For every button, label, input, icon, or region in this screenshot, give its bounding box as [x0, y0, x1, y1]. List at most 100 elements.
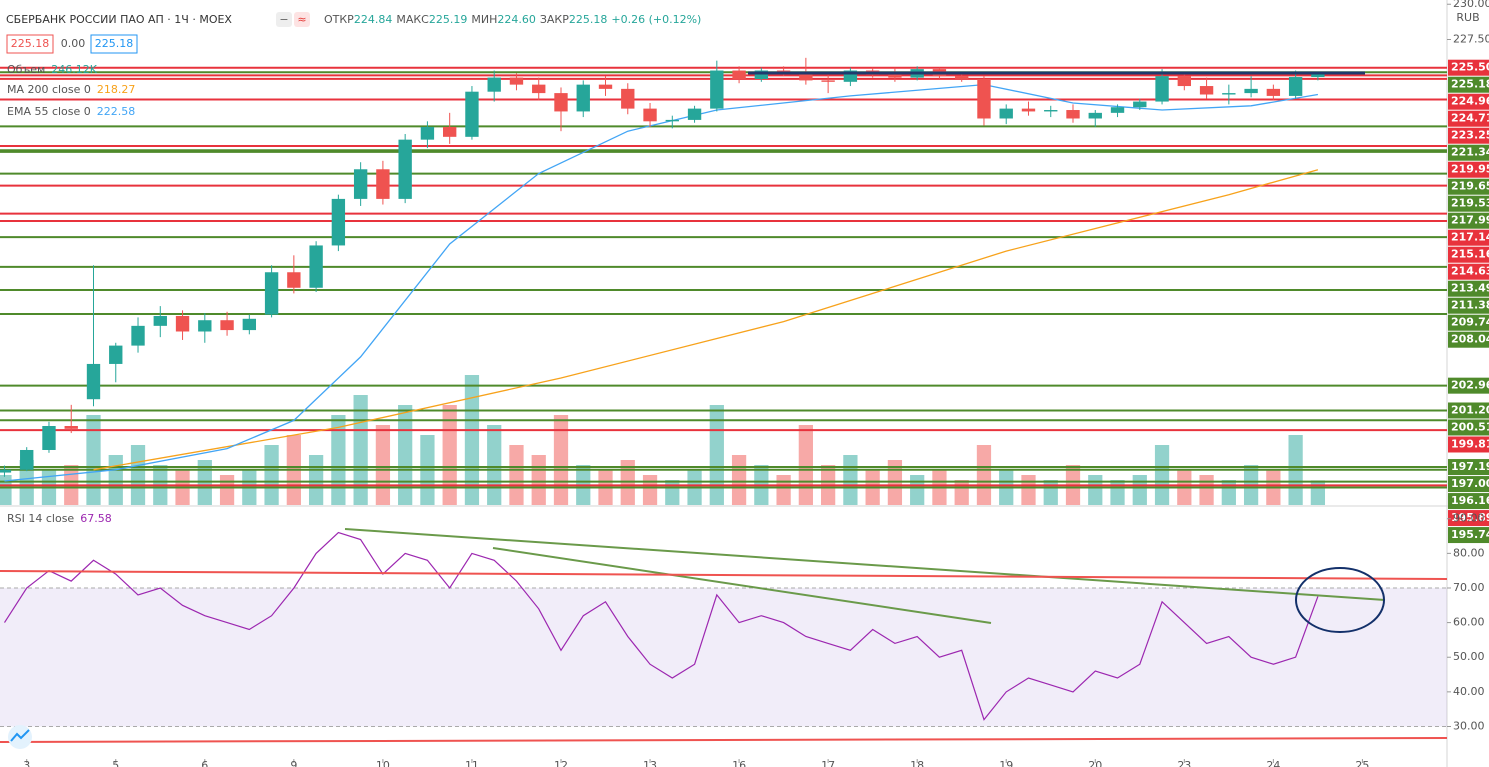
level-label: 219.95	[1451, 163, 1489, 176]
level-label-bg	[1448, 527, 1489, 544]
candle-body	[576, 84, 590, 112]
rsi-drawn-line	[0, 737, 1448, 743]
candle-body	[1044, 110, 1058, 112]
volume-bar	[731, 455, 747, 505]
x-tick-label: 13	[643, 759, 657, 767]
volume-bar	[1043, 480, 1058, 505]
volume-bar	[509, 445, 524, 505]
level-label: 211.38	[1451, 299, 1489, 312]
y-tick-label: 30.00	[1453, 719, 1485, 732]
legend-value: 246.12K	[51, 63, 97, 76]
candle-body	[799, 73, 813, 81]
volume-bar	[308, 455, 324, 505]
candle-body	[821, 80, 835, 82]
level-label-bg	[1448, 76, 1489, 93]
candle-body	[554, 93, 568, 112]
ohlc-value: 225.19	[429, 13, 468, 26]
volume-bar	[86, 415, 101, 505]
candle-body	[955, 76, 969, 79]
indicator-line	[93, 169, 1319, 471]
candle-body	[465, 91, 479, 137]
volume-bar	[1132, 475, 1147, 505]
volume-bar	[1154, 445, 1170, 505]
ohlc-value: 224.84	[354, 13, 393, 26]
volume-bar	[976, 445, 992, 505]
y-tick-label: 50.00	[1453, 650, 1485, 663]
level-label-bg	[1448, 178, 1489, 195]
level-label: 214.63	[1451, 265, 1489, 278]
candle-body	[888, 74, 902, 78]
volume-bar	[1088, 475, 1103, 505]
price-box[interactable]	[6, 34, 54, 54]
rsi-drawn-circle	[1295, 567, 1385, 633]
icon-button[interactable]	[276, 12, 292, 27]
level-label: 197.00	[1451, 477, 1489, 490]
ohlc-label: ОТКР	[324, 13, 354, 26]
legend-value: 67.58	[80, 512, 112, 525]
level-label-bg	[1448, 402, 1489, 419]
price-box-text: 225.18	[95, 37, 134, 50]
volume-bar	[776, 475, 791, 505]
candle-body	[1133, 101, 1147, 108]
candle-body	[1021, 108, 1036, 112]
level-label-bg	[1448, 263, 1489, 280]
candle-body	[621, 88, 635, 109]
level-label: 199.81	[1451, 437, 1489, 450]
candle-body	[754, 70, 769, 79]
candle-body	[220, 320, 234, 331]
icon: ≈	[297, 13, 306, 26]
level-label: 196.16	[1451, 494, 1489, 507]
candle-body	[398, 139, 412, 199]
level-label-bg	[1448, 377, 1489, 394]
level-label-bg	[1448, 212, 1489, 229]
x-tick-label: 6	[201, 759, 208, 767]
volume-bar	[553, 415, 569, 505]
rsi-band	[0, 587, 1447, 727]
candle-body	[175, 315, 190, 332]
level-label: 224.96	[1451, 95, 1489, 108]
volume-bar	[665, 480, 680, 505]
level-layer	[0, 66, 1447, 489]
volume-bar	[487, 425, 502, 505]
x-tick-label: 18	[910, 759, 924, 767]
header: СБЕРБАНК РОССИИ ПАО АП · 1Ч · MOEX − ≈ О…	[6, 11, 1480, 525]
axis-layer: 230.00 227.50 3 5 6 9 10 11 12 13 16 17 18 19 20 23 24 25…	[23, 0, 1489, 767]
candle-body	[331, 198, 346, 246]
candle-body	[843, 70, 858, 82]
volume-legend: Объем 246.12K	[7, 63, 98, 76]
level-label: 208.04	[1451, 333, 1489, 346]
level-label-bg	[1448, 419, 1489, 436]
level-label: 225.50	[1451, 61, 1489, 74]
volume-bar	[843, 455, 858, 505]
candle-body	[420, 126, 435, 140]
level-label: 219.65	[1451, 180, 1489, 193]
candle-body	[153, 315, 167, 326]
candle-body	[109, 345, 123, 364]
level-label-bg	[1448, 127, 1489, 144]
volume-bar	[375, 425, 391, 505]
price-box[interactable]	[90, 34, 138, 54]
candle-body	[376, 169, 390, 199]
candle-body	[42, 426, 56, 450]
volume-bar	[910, 475, 925, 505]
candle-body	[732, 70, 746, 79]
candle-body	[1155, 76, 1169, 102]
y-tick-label: 230.00	[1453, 0, 1489, 10]
volume-bar	[1310, 480, 1326, 505]
rsi-drawn-line	[0, 570, 1448, 580]
level-label-bg	[1448, 476, 1489, 493]
change: +0.26 (+0.12%)	[611, 13, 701, 26]
icon-button[interactable]	[294, 12, 310, 27]
volume-bar	[130, 445, 146, 505]
ema-legend: EMA 55 close 0 222.58	[7, 105, 135, 118]
x-tick-label: 20	[1088, 759, 1102, 767]
volume-bar	[1110, 480, 1125, 505]
level-label-bg	[1448, 436, 1489, 453]
x-tick-label: 24	[1266, 759, 1280, 767]
volume-bar	[1199, 475, 1214, 505]
candle-body	[1311, 72, 1325, 78]
candle-body	[1110, 107, 1125, 113]
level-label-bg	[1448, 144, 1489, 161]
rsi-legend: RSI 14 close 67.58	[7, 512, 112, 525]
